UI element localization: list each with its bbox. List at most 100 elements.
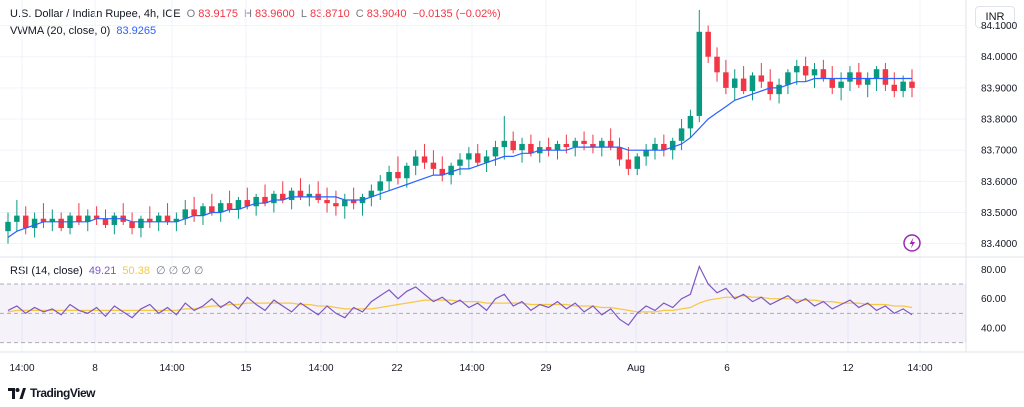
candle-body (279, 193, 286, 201)
candle-body (794, 66, 800, 73)
candle-body (661, 143, 667, 151)
candle-body (740, 78, 747, 91)
candle-body (235, 200, 242, 210)
candle-body (226, 203, 233, 210)
candle-body (342, 200, 348, 207)
candle-body (85, 215, 91, 222)
rsi-tick-label: 60.00 (981, 294, 1006, 305)
candle-body (288, 190, 295, 201)
candle-body (14, 215, 20, 222)
brand-name: TradingView (30, 386, 95, 400)
price-tick-label: 84.0000 (981, 52, 1018, 63)
currency-button[interactable]: INR (975, 6, 1015, 28)
candle-body (457, 159, 463, 166)
time-tick-label: 14:00 (308, 363, 333, 374)
candle-body (129, 221, 135, 229)
candle-body (563, 143, 570, 148)
time-tick-label: 12 (842, 363, 854, 374)
candle-body (448, 165, 454, 176)
candle-body (164, 215, 171, 222)
candle-body (217, 203, 224, 213)
candle-body (900, 81, 906, 91)
flash-icon[interactable] (903, 234, 921, 252)
candle-body (182, 209, 189, 219)
candle-body (829, 78, 835, 88)
candle-body (138, 218, 144, 229)
rsi-label: RSI (14, close) (10, 265, 83, 277)
candle-body (386, 172, 392, 182)
candle-body (377, 181, 383, 191)
time-tick-label: 29 (540, 363, 552, 374)
time-tick-label: 6 (724, 363, 730, 374)
candle-body (864, 78, 871, 85)
candle-body (492, 147, 499, 157)
candle-body (395, 172, 401, 179)
time-tick-label: 14:00 (907, 363, 932, 374)
candle-body (820, 69, 827, 79)
candle-body (802, 66, 809, 76)
time-tick-label: 14:00 (459, 363, 484, 374)
candle-body (625, 159, 632, 169)
vwma-legend[interactable]: VWMA (20, close, 0) 83.9265 (10, 25, 159, 37)
candle-body (244, 200, 251, 207)
vwma-line (7, 77, 912, 238)
candle-body (501, 140, 508, 148)
candle-body (404, 165, 410, 179)
candle-body (31, 218, 38, 229)
candle-body (430, 162, 437, 169)
candle-body (200, 206, 206, 216)
candle-body (705, 31, 711, 57)
candle-body (873, 69, 880, 79)
candle-body (785, 72, 791, 85)
candle-body (616, 147, 623, 160)
flash-icon-ring (903, 234, 921, 252)
candle-body (22, 215, 29, 229)
ohlc-open: O 83.9175 (186, 8, 238, 20)
price-tick-label: 83.6000 (981, 177, 1018, 188)
candle-body (483, 156, 490, 163)
candle-body (811, 69, 818, 76)
candle-body (847, 72, 853, 82)
candle-body (58, 218, 64, 229)
candle-body (147, 218, 153, 222)
time-tick-label: 15 (240, 363, 252, 374)
rsi-axis: 80.00 60.00 40.00 (981, 265, 1006, 335)
candle-body (581, 140, 587, 144)
price-tick-label: 83.9000 (981, 83, 1018, 94)
vwma-label: VWMA (20, close, 0) (10, 25, 111, 37)
candle-body (776, 84, 782, 95)
candle-body (554, 143, 561, 151)
candle-body (76, 215, 82, 222)
candle-body (324, 200, 330, 204)
price-axis: 84.1000 84.0000 83.9000 83.8000 83.7000 83.60… (981, 21, 1018, 250)
candles (5, 10, 915, 244)
candle-body (749, 75, 756, 91)
rsi-legend[interactable]: RSI (14, close) 49.21 50.38 ∅ ∅ ∅ ∅ (10, 264, 207, 277)
candle-body (40, 218, 47, 222)
candle-body (474, 153, 481, 163)
candle-body (731, 78, 738, 88)
grid (0, 0, 1024, 353)
candle-body (643, 150, 649, 157)
price-tick-label: 83.5000 (981, 208, 1018, 219)
candle-body (669, 140, 676, 151)
candle-body (652, 143, 658, 151)
candle-body (297, 190, 304, 197)
candle-body (634, 156, 641, 169)
candle-body (368, 190, 375, 197)
candle-body (49, 218, 56, 222)
ohlc-high: H 83.9600 (244, 8, 295, 20)
candle-body (528, 143, 534, 154)
tradingview-logo[interactable]: TradingView (8, 386, 95, 400)
rsi-tick-label: 80.00 (981, 265, 1006, 276)
time-tick-label: 14:00 (9, 363, 34, 374)
candle-body (519, 143, 525, 151)
price-tick-label: 84.1000 (981, 21, 1018, 32)
price-tick-label: 83.7000 (981, 146, 1018, 157)
time-axis: 14:00 8 14:00 15 14:00 22 14:00 29 Aug 6 12 14:00 (9, 363, 932, 374)
time-tick-label: 8 (92, 363, 98, 374)
candle-body (350, 200, 357, 204)
candle-body (510, 140, 516, 151)
candle-body (599, 140, 605, 148)
